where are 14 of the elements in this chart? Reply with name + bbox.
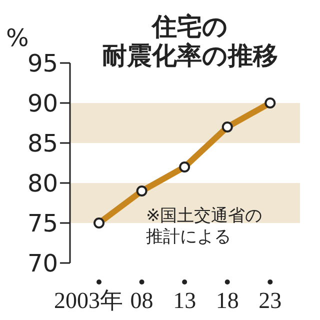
- annotation: ※国土交通省の推計による: [146, 206, 264, 248]
- x-tick-label: 2003年: [54, 288, 124, 313]
- x-tick-label: 23: [258, 288, 282, 313]
- x-tick-label: 18: [216, 288, 239, 313]
- x-tick-label: 13: [173, 288, 196, 313]
- y-tick-label: 80: [27, 170, 58, 198]
- y-tick-label: 85: [27, 130, 58, 158]
- chart-title: 住宅の耐震化率の推移: [101, 12, 279, 70]
- y-tick-label: 75: [27, 210, 58, 238]
- y-tick-label: 95: [27, 50, 58, 78]
- x-tick-label: 08: [130, 288, 154, 313]
- y-tick-label: 90: [27, 90, 58, 118]
- y-tick-label: 70: [27, 250, 58, 278]
- y-axis-title: %: [6, 24, 29, 52]
